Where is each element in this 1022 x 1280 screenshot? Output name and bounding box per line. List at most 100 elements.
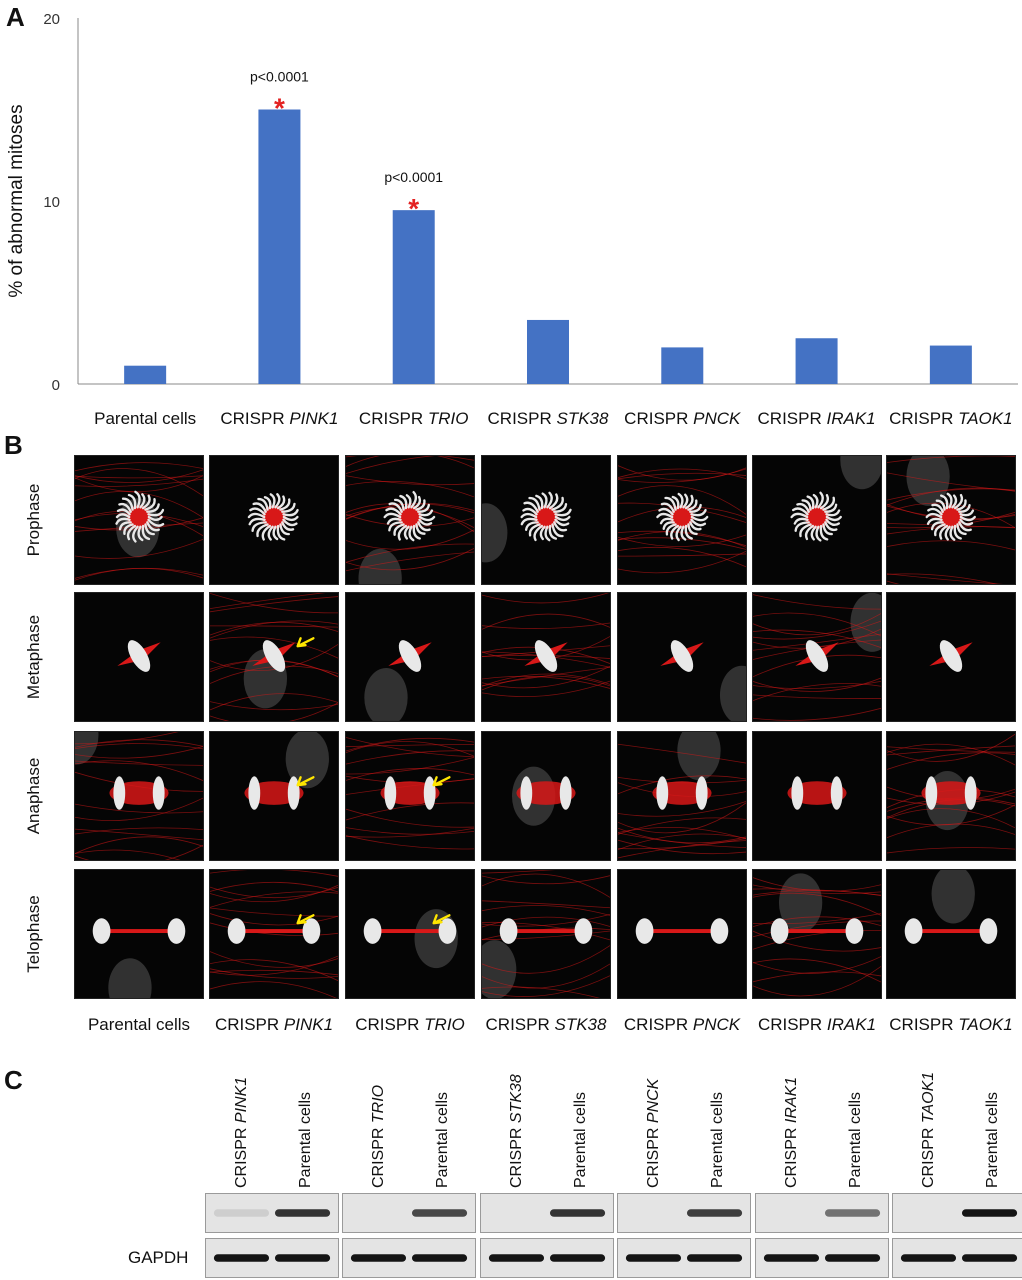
- chromosome: [959, 518, 974, 526]
- chromosome: [796, 502, 810, 513]
- microtubule-fiber: [887, 823, 1015, 839]
- chromosome: [804, 524, 815, 541]
- micrograph: [481, 869, 611, 999]
- chromosome: [939, 524, 949, 540]
- microtubule-fiber: [210, 625, 338, 628]
- micrograph: [209, 592, 339, 722]
- interphase-nucleus: [906, 456, 950, 506]
- micrograph-image: [787, 776, 847, 810]
- segregating-chromatids: [964, 776, 977, 810]
- microtubule-fiber: [887, 733, 1015, 762]
- interphase-nucleus: [108, 958, 152, 998]
- chromosome: [680, 525, 687, 541]
- interphase-nucleus: [75, 732, 99, 765]
- x-tick-gene: TAOK1: [958, 409, 1012, 428]
- target-protein-blot: [480, 1193, 614, 1233]
- microtubule-fiber: [75, 538, 203, 559]
- microtubule-fiber: [482, 913, 610, 927]
- x-tick-label: CRISPR IRAK1: [758, 409, 876, 428]
- microtubule-fiber: [618, 743, 746, 764]
- segregating-chromatids: [830, 776, 843, 810]
- microtubule-fiber: [618, 833, 746, 851]
- microtubule-fiber: [887, 847, 1015, 854]
- chromosome: [147, 508, 165, 517]
- lane-label-knockout: CRISPR IRAK1: [783, 1077, 801, 1188]
- chromosome: [403, 525, 410, 540]
- spindle-core: [670, 505, 694, 529]
- chromosome: [553, 502, 568, 513]
- protein-band: [411, 1209, 468, 1217]
- protein-band: [824, 1209, 881, 1217]
- chromosome: [385, 507, 402, 516]
- chromosome: [926, 517, 943, 525]
- microtubule-fiber: [346, 768, 474, 781]
- chromosome: [279, 523, 290, 536]
- micrograph-image: [75, 462, 203, 581]
- chromosome: [541, 492, 548, 509]
- microtubule-fiber: [210, 620, 338, 639]
- chromosome: [553, 521, 568, 532]
- chromosome: [415, 523, 426, 535]
- chromosome: [806, 495, 815, 510]
- micrograph-image: [929, 640, 973, 672]
- micrograph-image: [364, 640, 432, 721]
- chromosome: [118, 502, 132, 513]
- chromosome: [935, 499, 946, 511]
- chromosome: [822, 523, 833, 536]
- chromosome: [144, 498, 156, 511]
- chromosome: [282, 508, 299, 517]
- x-tick-prefix: CRISPR: [624, 409, 693, 428]
- protein-band: [274, 1254, 331, 1262]
- lane-label-knockout: CRISPR TRIO: [370, 1085, 388, 1188]
- segregating-chromatids: [384, 776, 397, 810]
- microtubule-fiber: [618, 840, 746, 859]
- microtubule-fiber: [210, 955, 338, 976]
- interphase-nucleus: [719, 665, 746, 721]
- chromosome: [388, 521, 403, 532]
- chromosome: [687, 523, 698, 536]
- protein-band: [488, 1254, 545, 1262]
- microtubule-fiber: [210, 907, 338, 917]
- x-tick-label: CRISPR TRIO: [359, 409, 469, 428]
- x-tick-prefix: Parental cells: [94, 409, 196, 428]
- label-gene: IRAK1: [783, 1076, 800, 1124]
- chromosome: [141, 494, 151, 510]
- chromosome: [281, 502, 296, 513]
- chromosome: [677, 492, 684, 509]
- chromosome: [121, 497, 134, 511]
- micrograph-image: [635, 918, 729, 944]
- chromosome: [819, 524, 829, 541]
- daughter-chromatin: [499, 918, 518, 944]
- micrograph-image: [753, 873, 881, 997]
- segregating-chromatids: [559, 776, 572, 810]
- metaphase-plate: [398, 640, 422, 672]
- micrograph: [481, 731, 611, 861]
- chromosome: [535, 494, 544, 510]
- target-protein-blot: [755, 1193, 889, 1233]
- microtubule-fiber: [482, 665, 610, 689]
- microtubule-fiber: [753, 633, 881, 651]
- protein-band: [961, 1254, 1018, 1262]
- microtubule-fiber: [753, 930, 881, 952]
- microtubule-fiber: [75, 469, 203, 483]
- midbody: [650, 929, 714, 934]
- protein-band: [549, 1209, 606, 1217]
- label-prefix: CRISPR: [370, 1123, 387, 1188]
- daughter-chromatin: [710, 918, 729, 944]
- label-prefix: CRISPR: [485, 1015, 555, 1034]
- daughter-chromatin: [635, 918, 654, 944]
- x-tick-label: CRISPR PINK1: [220, 409, 338, 428]
- chromosome: [689, 503, 702, 513]
- daughter-chromatin: [904, 918, 923, 944]
- microtubule-fiber: [210, 621, 338, 636]
- label-gene: STK38: [554, 1015, 607, 1034]
- arrow-icon: [296, 776, 315, 787]
- segregating-chromatids: [248, 776, 261, 810]
- chromosome: [690, 508, 707, 517]
- microtubule-fiber: [346, 481, 474, 498]
- chromosome: [520, 512, 538, 519]
- chromosome: [825, 509, 841, 517]
- lane-label-parental: Parental cells: [572, 1091, 589, 1188]
- chromosome: [418, 515, 436, 522]
- chromosome: [251, 521, 267, 533]
